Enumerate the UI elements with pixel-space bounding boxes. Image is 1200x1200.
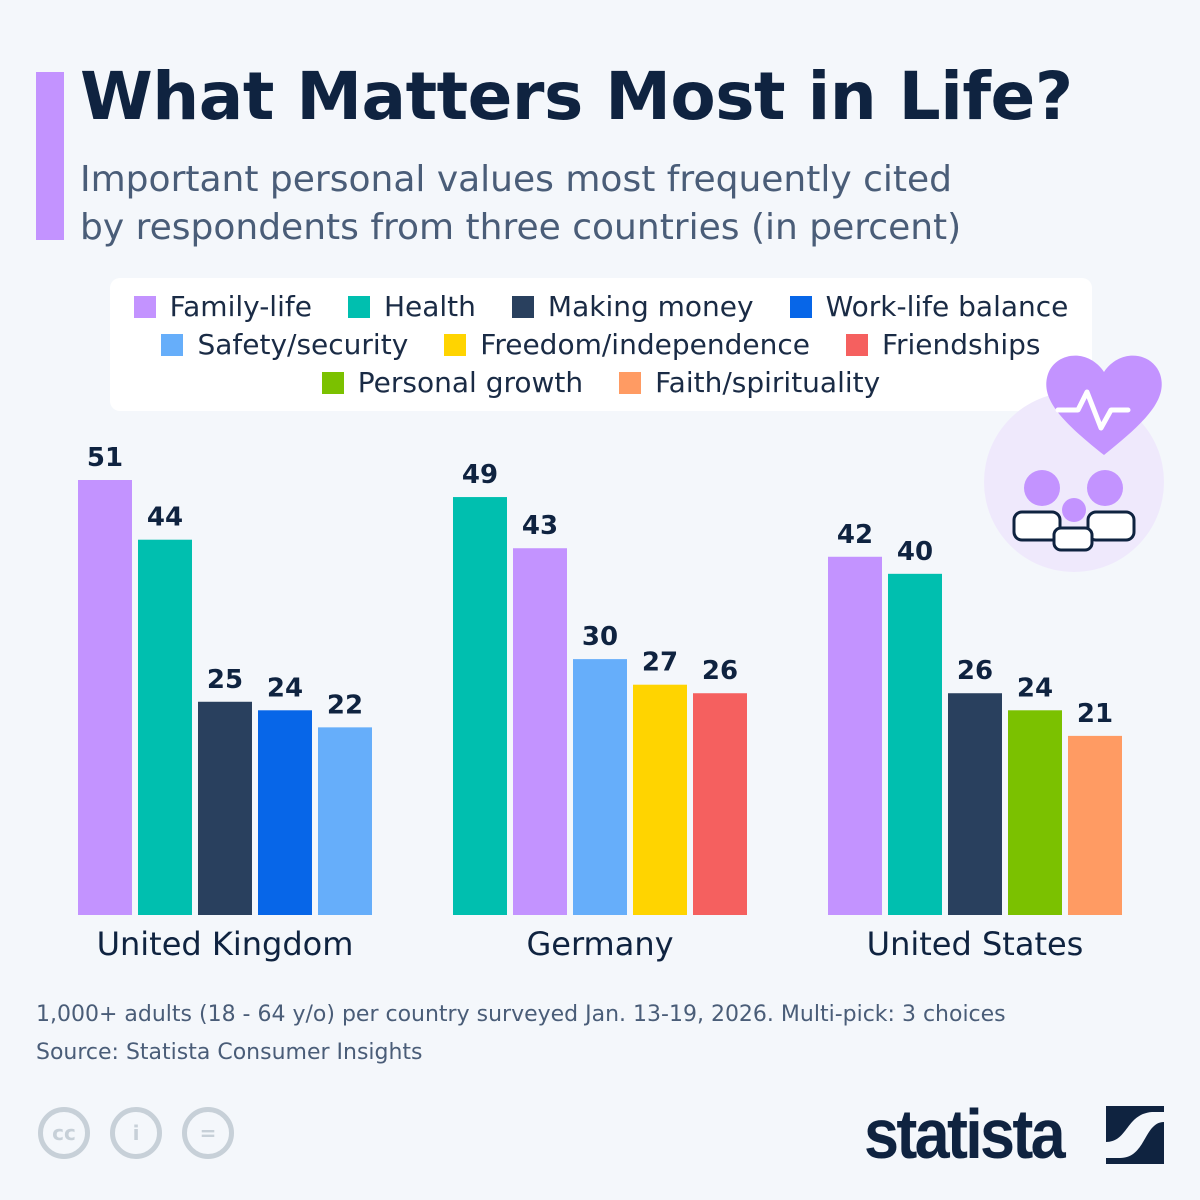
legend-swatch bbox=[789, 295, 812, 318]
bar bbox=[888, 573, 942, 915]
legend-item: Friendships bbox=[845, 328, 1041, 361]
bar bbox=[948, 693, 1002, 915]
cc-icon[interactable]: cc bbox=[38, 1107, 90, 1159]
bar bbox=[138, 539, 192, 915]
health-family-illustration bbox=[984, 355, 1164, 572]
category-label: United Kingdom bbox=[97, 925, 354, 963]
no-derivatives-icon[interactable]: = bbox=[182, 1107, 234, 1159]
legend-label: Health bbox=[383, 290, 476, 323]
data-label: 49 bbox=[462, 460, 498, 490]
legend-label: Faith/spirituality bbox=[655, 366, 881, 399]
footer-note: 1,000+ adults (18 - 64 y/o) per country … bbox=[36, 1002, 1006, 1027]
bar bbox=[318, 727, 372, 915]
subtitle-line-1: Important personal values most frequentl… bbox=[80, 159, 952, 200]
chart-subtitle: Important personal values most frequentl… bbox=[80, 156, 1080, 252]
category-label: United States bbox=[867, 925, 1084, 963]
statista-logo-mark bbox=[1106, 1106, 1164, 1164]
legend-swatch bbox=[161, 333, 184, 356]
data-label: 26 bbox=[957, 656, 993, 686]
bar bbox=[513, 548, 567, 915]
data-label: 40 bbox=[897, 537, 933, 567]
legend-row: Personal growth Faith/spirituality bbox=[110, 366, 1092, 399]
legend-item: Health bbox=[347, 290, 476, 323]
bar bbox=[258, 710, 312, 915]
data-label: 51 bbox=[87, 443, 123, 473]
data-label: 30 bbox=[582, 622, 618, 652]
bar bbox=[633, 684, 687, 915]
legend-label: Family-life bbox=[169, 290, 312, 323]
data-label: 43 bbox=[522, 511, 558, 541]
data-label: 27 bbox=[642, 648, 678, 678]
legend-swatch bbox=[321, 371, 344, 394]
legend-item: Freedom/independence bbox=[444, 328, 810, 361]
legend: Family-life Health Making money Work-life b… bbox=[110, 278, 1092, 411]
data-label: 25 bbox=[207, 665, 243, 695]
legend-swatch bbox=[347, 295, 370, 318]
bar-chart: 51 44 25 24 22 United Kingdom 49 43 30 27 26 German… bbox=[78, 355, 1164, 963]
attribution-icon[interactable]: i bbox=[110, 1107, 162, 1159]
legend-item: Safety/security bbox=[161, 328, 408, 361]
legend-swatch bbox=[133, 295, 156, 318]
legend-item: Faith/spirituality bbox=[619, 366, 880, 399]
bar bbox=[573, 659, 627, 915]
bar bbox=[453, 497, 507, 915]
data-label: 44 bbox=[147, 503, 183, 533]
legend-label: Friendships bbox=[881, 328, 1041, 361]
legend-row: Family-life Health Making money Work-life b… bbox=[110, 290, 1092, 323]
footer-source: Source: Statista Consumer Insights bbox=[36, 1040, 423, 1065]
data-label: 26 bbox=[702, 656, 738, 686]
data-label: 42 bbox=[837, 520, 873, 550]
data-label: 21 bbox=[1077, 699, 1113, 729]
bar bbox=[693, 693, 747, 915]
legend-label: Personal growth bbox=[357, 366, 584, 399]
bar bbox=[1068, 735, 1122, 915]
legend-row: Safety/security Freedom/independence Frien… bbox=[110, 328, 1092, 361]
bar bbox=[828, 556, 882, 915]
title-accent-bar bbox=[36, 72, 64, 240]
legend-swatch bbox=[444, 333, 467, 356]
category-label: Germany bbox=[526, 925, 673, 963]
legend-item: Making money bbox=[511, 290, 754, 323]
legend-swatch bbox=[511, 295, 534, 318]
data-label: 22 bbox=[327, 690, 363, 720]
legend-item: Family-life bbox=[133, 290, 312, 323]
legend-swatch bbox=[845, 333, 868, 356]
legend-item: Work-life balance bbox=[789, 290, 1069, 323]
bar bbox=[78, 480, 132, 915]
legend-label: Work-life balance bbox=[825, 290, 1069, 323]
legend-label: Freedom/independence bbox=[480, 328, 810, 361]
statista-logo[interactable]: statista bbox=[864, 1095, 1066, 1173]
bar bbox=[198, 701, 252, 915]
subtitle-line-2: by respondents from three countries (in … bbox=[80, 207, 962, 248]
legend-item: Personal growth bbox=[321, 366, 584, 399]
data-label: 24 bbox=[1017, 673, 1053, 703]
legend-label: Making money bbox=[547, 290, 754, 323]
data-label: 24 bbox=[267, 673, 303, 703]
legend-label: Safety/security bbox=[197, 328, 409, 361]
chart-title: What Matters Most in Life? bbox=[80, 58, 1073, 135]
bar bbox=[1008, 710, 1062, 915]
legend-swatch bbox=[619, 371, 642, 394]
